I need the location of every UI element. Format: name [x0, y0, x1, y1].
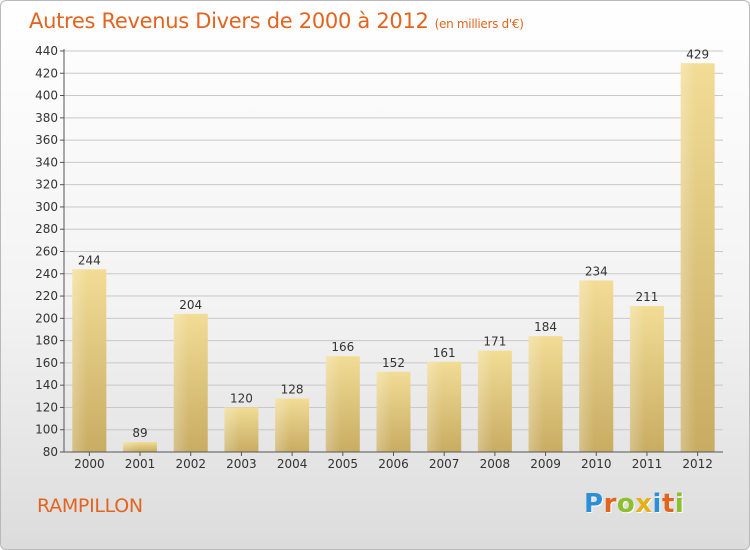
- logo-letter: o: [616, 489, 636, 519]
- y-tick-label: 100: [35, 423, 58, 437]
- chart-title: Autres Revenus Divers de 2000 à 2012 (en …: [29, 9, 524, 33]
- logo-letter: x: [635, 489, 653, 519]
- logo-letter: P: [584, 489, 604, 519]
- x-tick-label: 2011: [632, 457, 663, 471]
- x-tick-label: 2005: [328, 457, 359, 471]
- y-tick-label: 140: [35, 378, 58, 392]
- bar-highlight: [72, 269, 88, 452]
- bar-highlight: [629, 306, 646, 452]
- bar-highlight: [123, 441, 139, 452]
- y-tick-label: 420: [35, 66, 58, 80]
- x-tick-label: 2003: [226, 457, 257, 471]
- place-name: RAMPILLON: [37, 495, 143, 517]
- x-tick-label: 2010: [581, 457, 612, 471]
- bar-highlight: [224, 407, 240, 452]
- logo-letter: r: [603, 489, 617, 519]
- y-tick-label: 220: [35, 289, 58, 303]
- y-tick-label: 160: [35, 356, 58, 370]
- bar-highlight: [477, 350, 494, 452]
- bar-highlight: [528, 336, 544, 452]
- bar-highlight: [427, 361, 443, 452]
- y-tick-label: 300: [35, 200, 58, 214]
- data-label: 211: [636, 290, 659, 304]
- y-tick-label: 280: [35, 222, 58, 236]
- data-label: 128: [281, 383, 304, 397]
- data-label: 120: [230, 391, 253, 405]
- y-tick-label: 440: [35, 44, 58, 58]
- data-label: 184: [534, 320, 557, 334]
- bar-highlight: [325, 356, 342, 452]
- data-label: 152: [382, 356, 405, 370]
- x-tick-label: 2008: [480, 457, 511, 471]
- bar-highlight: [173, 313, 190, 452]
- y-tick-label: 80: [43, 445, 58, 459]
- y-tick-label: 200: [35, 311, 58, 325]
- x-tick-label: 2012: [682, 457, 713, 471]
- title-text: Autres Revenus Divers de 2000 à 2012: [29, 9, 429, 33]
- y-tick-label: 320: [35, 178, 58, 192]
- data-label: 429: [686, 47, 709, 61]
- proxiti-logo[interactable]: Proxiti: [584, 489, 684, 519]
- bar-highlight: [680, 63, 696, 452]
- title-unit: (en milliers d'€): [434, 17, 524, 31]
- data-label: 166: [331, 340, 354, 354]
- x-tick-label: 2001: [125, 457, 156, 471]
- x-tick-label: 2007: [429, 457, 460, 471]
- bar-highlight: [275, 398, 291, 452]
- y-tick-label: 400: [35, 89, 58, 103]
- y-tick-label: 260: [35, 245, 58, 259]
- y-tick-label: 340: [35, 155, 58, 169]
- data-label: 89: [132, 426, 147, 440]
- bar: [123, 441, 158, 452]
- logo-letter: t: [661, 489, 675, 519]
- x-tick-label: 2009: [530, 457, 561, 471]
- data-label: 234: [585, 264, 608, 278]
- logo-letter: i: [652, 489, 662, 519]
- x-tick-label: 2004: [277, 457, 308, 471]
- bar-highlight: [376, 371, 392, 452]
- y-tick-label: 120: [35, 400, 58, 414]
- y-tick-label: 240: [35, 267, 58, 281]
- x-tick-label: 2000: [74, 457, 105, 471]
- x-tick-label: 2006: [378, 457, 409, 471]
- y-tick-label: 180: [35, 334, 58, 348]
- logo-letter: i: [674, 489, 685, 519]
- bar-highlight: [579, 280, 595, 452]
- y-tick-label: 360: [35, 133, 58, 147]
- data-label: 244: [78, 253, 101, 267]
- data-label: 161: [433, 346, 456, 360]
- x-tick-label: 2002: [175, 457, 206, 471]
- y-tick-label: 380: [35, 111, 58, 125]
- data-label: 204: [179, 298, 202, 312]
- data-label: 171: [483, 335, 506, 349]
